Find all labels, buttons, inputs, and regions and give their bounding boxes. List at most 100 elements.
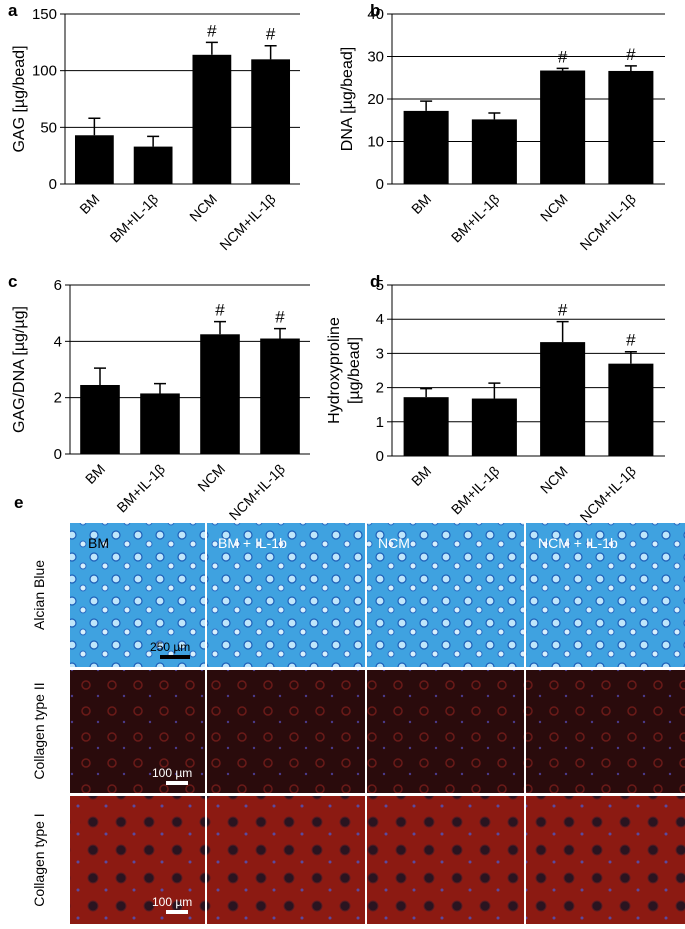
scale-bar-label: 100 µm [152,895,192,909]
bar [74,135,114,184]
x-tick-label: NCM [194,461,228,495]
error-bar [420,387,433,398]
micrograph [526,523,685,667]
annotation: # [558,47,568,66]
y-tick-label: 1 [376,414,384,431]
column-label: NCM + IL-1b [538,535,618,551]
y-tick-label: 0 [376,448,384,465]
micrograph [367,523,524,667]
y-axis-label: [µg/bead] [346,337,363,404]
y-tick-label: 4 [376,311,384,328]
scale-bar [166,781,188,785]
x-tick-label: BM+IL-1β [448,463,503,518]
y-tick-label: 2 [376,380,384,397]
y-tick-label: 6 [54,277,62,294]
y-tick-label: 3 [376,345,384,362]
y-axis-label: DNA [µg/bead] [339,47,356,151]
y-tick-label: 0 [376,176,384,193]
annotation: # [207,21,217,40]
micrographs [70,523,685,924]
y-tick-label: 0 [49,176,57,193]
bar [192,54,232,184]
error-bar [556,320,569,343]
x-tick-label: BM [408,191,434,217]
column-label: BM [88,535,109,551]
error-bar [214,320,226,335]
error-bar [420,100,433,111]
error-bar [488,382,501,399]
micrograph [70,670,205,793]
error-bar [624,65,637,71]
x-tick-label: NCM+IL-1β [577,191,639,253]
micrograph [207,523,365,667]
y-tick-label: 40 [367,6,384,23]
micrograph [207,796,365,924]
y-tick-label: 5 [376,277,384,294]
bar [471,398,517,456]
panel-label: e [14,493,23,512]
annotation: # [215,301,225,320]
scale-bar-label: 250 µm [150,640,190,654]
micrograph [526,670,685,793]
row-label: Alcian Blue [31,560,47,630]
panel-label: b [370,1,380,20]
bar [260,338,300,454]
panel-label: c [8,272,17,291]
x-tick-label: NCM+IL-1β [577,463,639,525]
error-bar [88,117,101,136]
row-label: Collagen type II [31,682,47,779]
error-bar [205,41,218,55]
bar [403,110,449,184]
x-tick-label: BM [76,191,102,217]
panel-label: a [8,1,18,20]
bar [608,363,654,456]
x-tick-label: NCM [186,191,220,225]
bar [80,384,120,454]
micrograph [70,796,205,924]
annotation: # [626,45,636,64]
x-tick-label: NCM+IL-1β [226,461,288,523]
error-bar [488,112,501,120]
y-tick-label: 0 [54,446,62,463]
y-tick-label: 10 [367,134,384,151]
bar [471,119,517,184]
scale-bar [160,655,190,659]
y-tick-label: 150 [32,6,57,23]
x-tick-label: NCM+IL-1β [216,191,278,253]
micrograph [70,523,205,667]
x-tick-label: BM [82,461,108,487]
scale-bar-label: 100 µm [152,766,192,780]
error-bar [147,135,160,147]
y-tick-label: 100 [32,63,57,80]
column-label: NCM [378,535,410,551]
error-bar [556,67,569,71]
annotation: # [626,331,636,350]
bar [540,342,586,456]
y-tick-label: 2 [54,390,62,407]
y-tick-label: 50 [40,119,57,136]
panel-label: d [370,272,380,291]
micrograph [367,670,524,793]
micrograph [207,670,365,793]
bar [608,70,654,184]
micrograph [367,796,524,924]
annotation: # [266,25,276,44]
scale-bar [166,910,188,914]
annotation: # [275,308,285,327]
bar [403,397,449,456]
error-bar [94,367,106,385]
x-tick-label: BM+IL-1β [107,191,162,246]
bar [200,334,240,454]
bar [133,146,173,184]
bar [251,59,291,185]
y-axis-label: Hydroxyproline [326,317,343,424]
column-label: BM + IL-1b [218,535,287,551]
error-bar [274,327,286,339]
x-tick-label: NCM [537,191,571,225]
y-axis-label: GAG/DNA [µg/µg] [11,306,28,433]
x-tick-label: BM+IL-1β [448,191,503,246]
annotation: # [558,301,568,320]
y-tick-label: 4 [54,333,62,350]
